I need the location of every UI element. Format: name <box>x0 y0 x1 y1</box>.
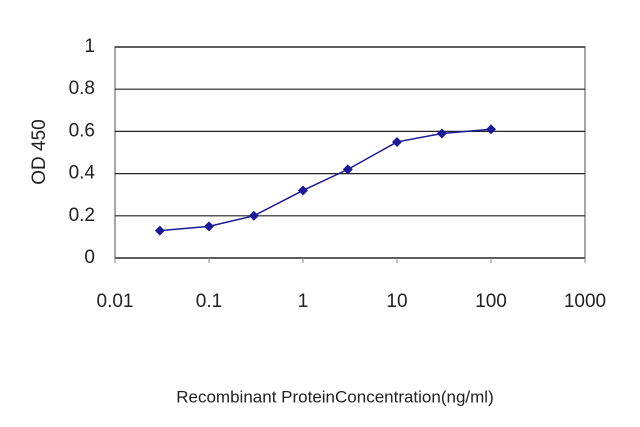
x-tick-label: 0.01 <box>97 291 134 312</box>
data-point <box>154 225 165 236</box>
x-tick-label: 1000 <box>564 291 606 312</box>
data-point <box>248 210 259 221</box>
plot-area <box>114 46 586 259</box>
x-tick-label: 10 <box>386 291 407 312</box>
y-tick-label: 0.2 <box>69 205 95 226</box>
x-tick-label: 1 <box>298 291 309 312</box>
y-tick-label: 0.4 <box>69 163 96 184</box>
data-line <box>159 128 492 232</box>
data-point <box>486 124 496 135</box>
data-point <box>204 221 214 232</box>
data-point <box>298 185 308 196</box>
y-tick-label: 0 <box>84 247 95 268</box>
y-tick-label: 0.6 <box>69 120 95 141</box>
data-point <box>436 128 447 139</box>
data-point <box>342 164 353 175</box>
y-axis-label: OD 450 <box>29 119 50 184</box>
y-tick-label: 0.8 <box>69 78 95 99</box>
y-tick-label: 1 <box>84 36 95 57</box>
data-point <box>392 136 402 147</box>
x-tick-label: 100 <box>475 291 507 312</box>
x-tick-label: 0.1 <box>196 291 222 312</box>
x-axis-label: Recombinant ProteinConcentration(ng/ml) <box>176 387 494 406</box>
